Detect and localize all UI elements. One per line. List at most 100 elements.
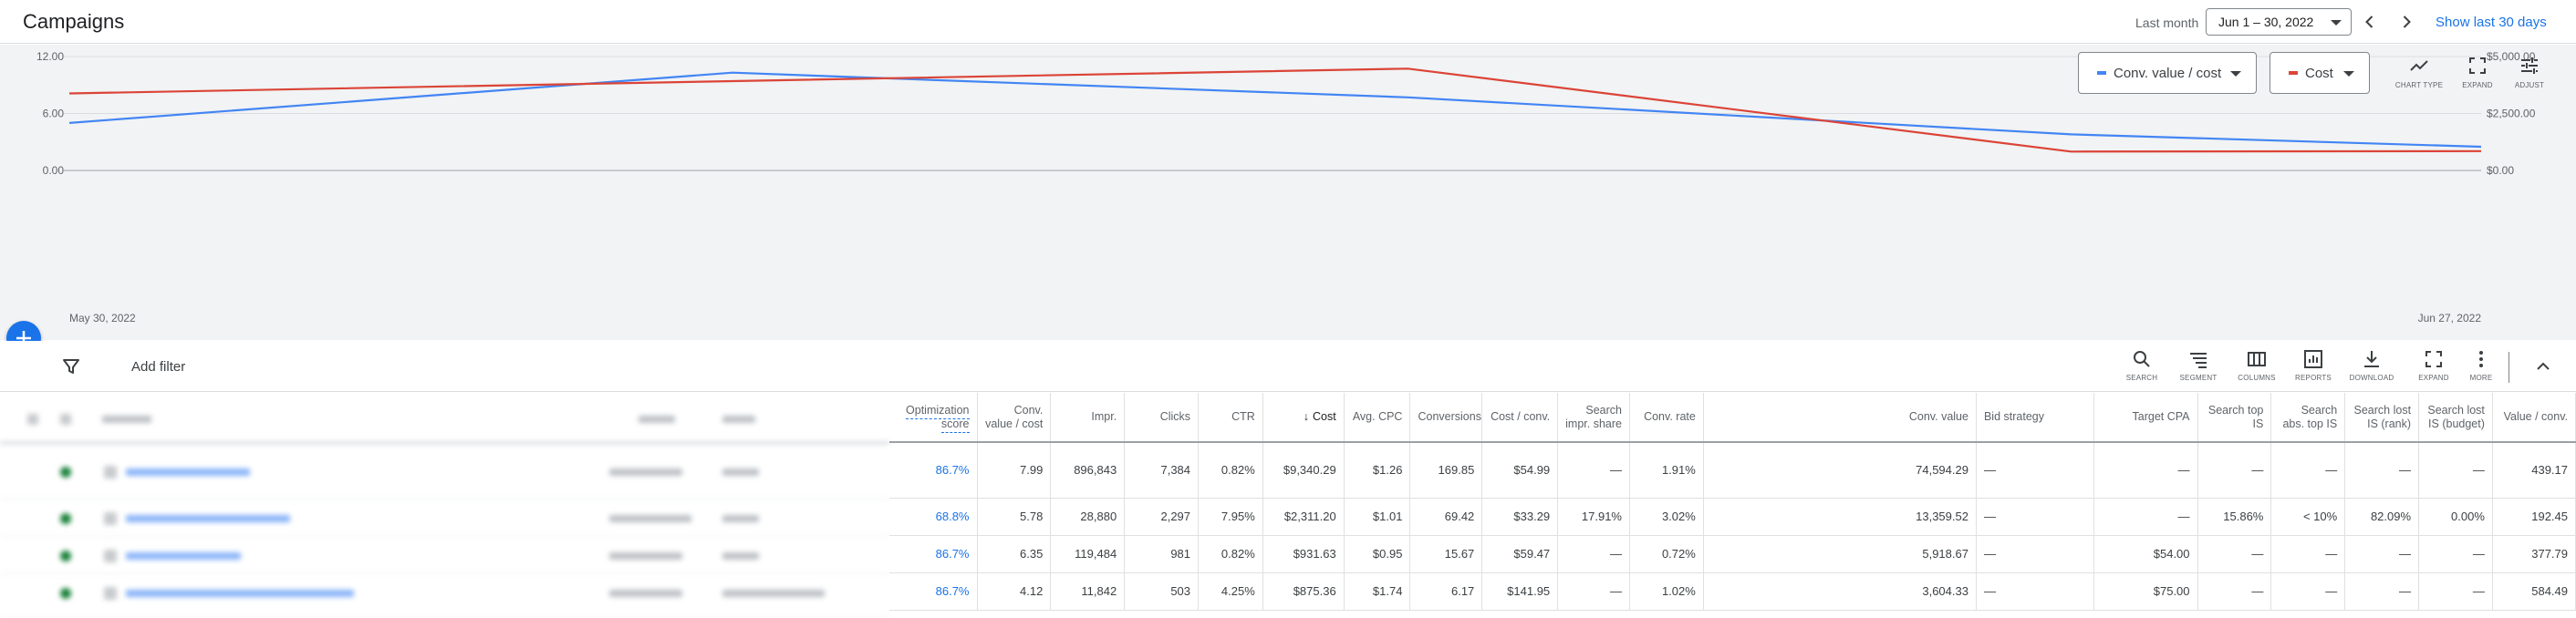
cell-cost-per-conv: $54.99 <box>1481 442 1559 499</box>
cell-cost-per-conv: $141.95 <box>1481 572 1559 611</box>
metric-label: Cost <box>2305 66 2333 81</box>
column-header-optimization-score[interactable]: Optimization score <box>889 393 978 443</box>
cell-cost: $9,340.29 <box>1262 442 1345 499</box>
cell-clicks: 2,297 <box>1124 498 1200 536</box>
table-search-button[interactable]: SEARCH <box>2113 348 2171 382</box>
cell-impr: 119,484 <box>1050 535 1126 573</box>
column-header-search-top-is[interactable]: Search top IS <box>2197 393 2272 443</box>
more-button[interactable]: MORE <box>2452 348 2510 382</box>
column-header-search-impr-share[interactable]: Search impr. share <box>1557 393 1630 443</box>
cell-cost-per-conv: $33.29 <box>1481 498 1559 536</box>
cell-optimization-score[interactable]: 86.7% <box>889 442 978 499</box>
download-button[interactable]: DOWNLOAD <box>2342 348 2401 382</box>
cell-target-cpa: — <box>2093 442 2198 499</box>
columns-icon <box>2248 352 2266 366</box>
table-expand-button[interactable]: EXPAND <box>2405 348 2463 382</box>
cell-impr: 11,842 <box>1050 572 1126 611</box>
cell-avg-cpc: $0.95 <box>1344 535 1411 573</box>
x-axis-start-label: May 30, 2022 <box>69 312 136 324</box>
column-header-target-cpa[interactable]: Target CPA <box>2093 393 2198 443</box>
column-header-value-per-conv[interactable]: Value / conv. <box>2492 393 2576 443</box>
column-header-conv-value-cost[interactable]: Conv. value / cost <box>977 393 1052 443</box>
filter-icon[interactable] <box>60 355 82 377</box>
column-header-clicks[interactable]: Clicks <box>1124 393 1200 443</box>
column-header-avg-cpc[interactable]: Avg. CPC <box>1344 393 1411 443</box>
column-header-search-lost-is-rank[interactable]: Search lost IS (rank) <box>2344 393 2420 443</box>
segment-button[interactable]: SEGMENT <box>2169 348 2228 382</box>
tool-label: CHART TYPE <box>2394 81 2444 89</box>
cell-search-abs-top-is: < 10% <box>2270 498 2346 536</box>
right-axis-tick-label: $2,500.00 <box>2487 108 2536 120</box>
column-header-cost-per-conv[interactable]: Cost / conv. <box>1481 393 1559 443</box>
cell-avg-cpc: $1.01 <box>1344 498 1411 536</box>
cell-optimization-score[interactable]: 86.7% <box>889 572 978 611</box>
cell-impr: 28,880 <box>1050 498 1126 536</box>
tool-label: SEARCH <box>2125 374 2158 382</box>
next-period-icon[interactable] <box>2397 13 2415 31</box>
show-last-30-days-link[interactable]: Show last 30 days <box>2436 15 2547 30</box>
cell-bid-strategy: — <box>1976 498 2095 536</box>
cell-bid-strategy: — <box>1976 572 2095 611</box>
more-vert-icon <box>2479 351 2483 367</box>
left-axis-tick-label: 0.00 <box>43 164 65 177</box>
toolbar-divider <box>2508 352 2509 383</box>
metric-select-conv-value-cost[interactable]: Conv. value / cost <box>2078 52 2257 94</box>
series-swatch-blue <box>2097 71 2106 75</box>
dropdown-caret-icon <box>2230 71 2241 77</box>
cell-optimization-score[interactable]: 68.8% <box>889 498 978 536</box>
column-header-search-lost-is-budget[interactable]: Search lost IS (budget) <box>2418 393 2493 443</box>
column-header-ctr[interactable]: CTR <box>1198 393 1263 443</box>
cell-search-impr-share: — <box>1557 535 1630 573</box>
column-header-conv-rate[interactable]: Conv. rate <box>1629 393 1704 443</box>
cell-optimization-score[interactable]: 86.7% <box>889 535 978 573</box>
sort-descending-icon: ↓ <box>1303 410 1309 423</box>
tool-label: EXPAND <box>2418 374 2449 382</box>
previous-period-icon[interactable] <box>2361 13 2379 31</box>
add-filter-button[interactable]: Add filter <box>131 359 186 375</box>
chevron-up-icon[interactable] <box>2532 355 2554 377</box>
cell-conversions: 169.85 <box>1409 442 1483 499</box>
right-axis-tick-label: $0.00 <box>2487 164 2514 177</box>
table-row[interactable]: 86.7% 4.12 11,842 503 4.25% $875.36 $1.74 6.17 $… <box>889 572 2576 611</box>
reports-button[interactable]: REPORTS <box>2284 348 2342 382</box>
metric-label: Conv. value / cost <box>2114 66 2222 81</box>
page-title: Campaigns <box>23 10 125 33</box>
cell-target-cpa: — <box>2093 498 2198 536</box>
metric-select-cost[interactable]: Cost <box>2270 52 2370 94</box>
column-header-conversions[interactable]: Conversions <box>1409 393 1483 443</box>
column-header-conv-value[interactable]: Conv. value <box>1703 393 1977 443</box>
cell-search-top-is: — <box>2197 442 2272 499</box>
cell-target-cpa: $75.00 <box>2093 572 2198 611</box>
performance-chart: 12.00 $5,000.00 6.00 $2,500.00 0.00 $0.00 May … <box>0 45 2576 340</box>
cell-search-lost-is-budget: — <box>2418 535 2493 573</box>
cell-cost: $2,311.20 <box>1262 498 1345 536</box>
cell-impr: 896,843 <box>1050 442 1126 499</box>
column-header-impr[interactable]: Impr. <box>1050 393 1126 443</box>
expand-icon <box>2469 57 2486 74</box>
table-row[interactable]: 68.8% 5.78 28,880 2,297 7.95% $2,311.20 $1.01 6… <box>889 498 2576 536</box>
cell-conv-value-cost: 6.35 <box>977 535 1052 573</box>
reports-icon <box>2304 350 2322 368</box>
chart-adjust-button[interactable]: ADJUST <box>2502 55 2557 89</box>
table-row[interactable]: 86.7% 7.99 896,843 7,384 0.82% $9,340.29 $1.26… <box>889 442 2576 499</box>
table-row[interactable]: 86.7% 6.35 119,484 981 0.82% $931.63 $0.95 15.6… <box>889 535 2576 573</box>
campaigns-table-wrap: Optimization score Conv. value / cost Im… <box>0 393 2576 618</box>
columns-button[interactable]: COLUMNS <box>2228 348 2286 382</box>
column-header-cost[interactable]: ↓ Cost <box>1262 393 1345 443</box>
filter-toolbar: Add filter SEARCH SEGMENT COLUMNS REPORT… <box>0 341 2576 392</box>
cell-search-lost-is-budget: — <box>2418 442 2493 499</box>
chart-type-button[interactable]: CHART TYPE <box>2392 55 2446 89</box>
cell-search-lost-is-budget: 0.00% <box>2418 498 2493 536</box>
dropdown-caret-icon <box>2343 71 2354 77</box>
column-header-search-abs-top-is[interactable]: Search abs. top IS <box>2270 393 2346 443</box>
left-axis-tick-label: 6.00 <box>43 108 65 120</box>
cell-search-impr-share: 17.91% <box>1557 498 1630 536</box>
cell-ctr: 4.25% <box>1198 572 1263 611</box>
page-header: Campaigns Last month Jun 1 – 30, 2022 Sh… <box>0 0 2576 44</box>
column-header-bid-strategy[interactable]: Bid strategy <box>1976 393 2095 443</box>
tune-icon <box>2521 57 2538 74</box>
cell-conv-value: 13,359.52 <box>1703 498 1977 536</box>
date-range-select[interactable]: Jun 1 – 30, 2022 <box>2206 8 2352 36</box>
cell-cost: $875.36 <box>1262 572 1345 611</box>
chart-expand-button[interactable]: EXPAND <box>2450 55 2505 89</box>
